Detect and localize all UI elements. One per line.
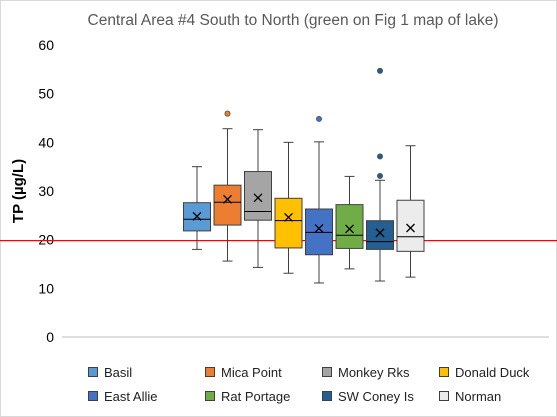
legend-item: SW Coney Is: [322, 389, 439, 404]
legend: Basil Mica Point Monkey Rks Donald Duck Eas…: [88, 360, 557, 408]
y-tick-label: 30: [38, 183, 54, 199]
legend-label: Monkey Rks: [338, 364, 410, 380]
outlier-point: [224, 110, 231, 117]
mean-marker: [223, 194, 232, 204]
legend-row: Basil Mica Point Monkey Rks Donald Duck: [88, 360, 557, 384]
box-monkey-rks: [244, 129, 272, 268]
legend-item: Rat Portage: [205, 389, 322, 404]
y-tick-label: 10: [38, 280, 54, 296]
legend-item: Monkey Rks: [322, 365, 439, 380]
legend-item: Norman: [439, 389, 556, 404]
box-east-allie: [305, 116, 333, 284]
legend-row: East Allie Rat Portage SW Coney Is Norman: [88, 384, 557, 408]
y-tick-label: 60: [38, 37, 54, 53]
outlier-point: [377, 153, 383, 160]
box-donald-duck: [274, 141, 303, 274]
legend-item: East Allie: [88, 389, 205, 404]
mean-marker: [375, 228, 385, 238]
chart-title: Central Area #4 South to North (green on…: [88, 12, 499, 29]
box-body: [335, 204, 364, 249]
axes: 0 10 20 30 40 50 60: [0, 37, 557, 345]
legend-item: Basil: [88, 365, 205, 380]
legend-swatch: [439, 391, 449, 401]
mean-marker: [284, 212, 293, 222]
y-tick-label: 50: [38, 86, 54, 102]
mean-marker: [314, 224, 324, 233]
mean-marker: [192, 211, 202, 221]
box-basil: [183, 166, 211, 250]
y-tick-label: 0: [46, 329, 54, 345]
box-body: [213, 184, 242, 226]
legend-label: East Allie: [104, 388, 158, 404]
y-tick-label: 20: [38, 232, 54, 248]
legend-label: Basil: [104, 364, 133, 380]
legend-label: Donald Duck: [455, 364, 530, 380]
boxes: [183, 67, 425, 284]
box-body: [366, 220, 394, 250]
legend-swatch: [439, 367, 449, 377]
legend-swatch: [205, 367, 215, 377]
y-tick-label: 40: [38, 134, 54, 150]
box-rat-portage: [335, 175, 364, 270]
box-body: [274, 197, 303, 249]
box-mica-point: [213, 110, 242, 262]
outlier-point: [377, 172, 383, 179]
legend-swatch: [88, 367, 98, 377]
box-body: [396, 199, 425, 252]
legend-swatch: [205, 391, 215, 401]
legend-label: Mica Point: [221, 364, 282, 380]
legend-label: Norman: [455, 388, 502, 404]
outlier-point: [377, 67, 383, 74]
legend-label: SW Coney Is: [338, 388, 414, 404]
mean-marker: [253, 193, 263, 203]
box-body: [244, 171, 272, 221]
y-axis-label: TP (µg/L): [10, 159, 27, 223]
legend-swatch: [322, 367, 332, 377]
mean-marker: [345, 224, 354, 234]
legend-item: Mica Point: [205, 365, 322, 380]
box-norman: [396, 145, 425, 278]
outlier-point: [316, 116, 322, 122]
box-sw-coney-is: [366, 67, 394, 282]
legend-item: Donald Duck: [439, 365, 556, 380]
legend-label: Rat Portage: [221, 388, 291, 404]
legend-swatch: [88, 391, 98, 401]
mean-marker: [406, 223, 415, 233]
legend-swatch: [322, 391, 332, 401]
